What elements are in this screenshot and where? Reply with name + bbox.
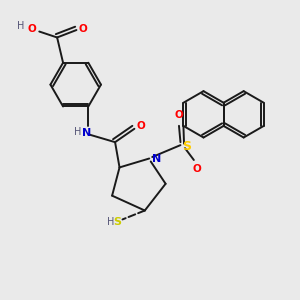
Text: N: N <box>152 154 161 164</box>
Text: O: O <box>137 122 146 131</box>
Text: H: H <box>74 127 82 137</box>
Text: H: H <box>107 218 114 227</box>
Text: O: O <box>28 24 36 34</box>
Text: S: S <box>182 140 191 153</box>
Text: H: H <box>17 21 24 31</box>
Text: O: O <box>79 24 87 34</box>
Text: O: O <box>175 110 183 120</box>
Text: S: S <box>113 218 121 227</box>
Text: N: N <box>82 128 92 138</box>
Text: O: O <box>192 164 201 174</box>
